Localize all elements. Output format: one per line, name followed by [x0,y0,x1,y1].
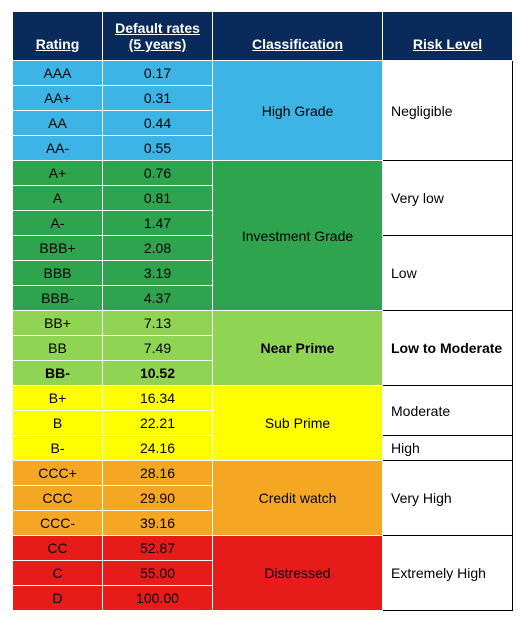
col-header-1: Default rates (5 years) [103,12,213,61]
rate-cell: 0.17 [103,61,213,86]
col-header-0: Rating [13,12,103,61]
rate-cell: 0.31 [103,86,213,111]
classification-cell: Distressed [213,536,383,611]
rate-cell: 24.16 [103,436,213,461]
table-row: A+0.76Investment GradeVery low [13,161,513,186]
rating-cell: CC [13,536,103,561]
rate-cell: 22.21 [103,411,213,436]
ratings-table: RatingDefault rates (5 years)Classificat… [12,12,513,611]
classification-cell: Investment Grade [213,161,383,311]
rating-cell: A+ [13,161,103,186]
rating-cell: AA [13,111,103,136]
rate-cell: 0.81 [103,186,213,211]
table-row: B+16.34Sub PrimeModerate [13,386,513,411]
classification-cell: High Grade [213,61,383,161]
rate-cell: 3.19 [103,261,213,286]
classification-cell: Sub Prime [213,386,383,461]
rating-cell: BB+ [13,311,103,336]
risk-cell: Low to Moderate [383,311,513,386]
rate-cell: 52.87 [103,536,213,561]
rating-cell: BB- [13,361,103,386]
rating-cell: B- [13,436,103,461]
rating-cell: A [13,186,103,211]
rating-cell: BBB- [13,286,103,311]
rate-cell: 10.52 [103,361,213,386]
table-body: AAA0.17High GradeNegligibleAA+0.31AA0.44… [13,61,513,611]
rating-cell: CCC- [13,511,103,536]
risk-cell: Moderate [383,386,513,436]
risk-cell: Negligible [383,61,513,161]
rate-cell: 55.00 [103,561,213,586]
table-row: CCC+28.16Credit watchVery High [13,461,513,486]
rate-cell: 4.37 [103,286,213,311]
rating-cell: A- [13,211,103,236]
risk-cell: Very High [383,461,513,536]
rate-cell: 7.49 [103,336,213,361]
risk-cell: Low [383,236,513,311]
table-header: RatingDefault rates (5 years)Classificat… [13,12,513,61]
rating-cell: AAA [13,61,103,86]
classification-cell: Near Prime [213,311,383,386]
rating-cell: AA- [13,136,103,161]
rating-cell: D [13,586,103,611]
rate-cell: 7.13 [103,311,213,336]
rate-cell: 29.90 [103,486,213,511]
rating-cell: BBB [13,261,103,286]
rate-cell: 0.55 [103,136,213,161]
rating-cell: B+ [13,386,103,411]
rating-cell: AA+ [13,86,103,111]
col-header-2: Classification [213,12,383,61]
rate-cell: 0.44 [103,111,213,136]
rate-cell: 28.16 [103,461,213,486]
table-row: AAA0.17High GradeNegligible [13,61,513,86]
rating-cell: BBB+ [13,236,103,261]
rating-cell: B [13,411,103,436]
risk-cell: Very low [383,161,513,236]
rate-cell: 2.08 [103,236,213,261]
rating-cell: CCC [13,486,103,511]
rate-cell: 1.47 [103,211,213,236]
rating-cell: BB [13,336,103,361]
rating-cell: C [13,561,103,586]
rating-cell: CCC+ [13,461,103,486]
table-row: BB+7.13Near PrimeLow to Moderate [13,311,513,336]
rate-cell: 0.76 [103,161,213,186]
table-row: CC52.87DistressedExtremely High [13,536,513,561]
classification-cell: Credit watch [213,461,383,536]
risk-cell: High [383,436,513,461]
rate-cell: 100.00 [103,586,213,611]
col-header-3: Risk Level [383,12,513,61]
risk-cell: Extremely High [383,536,513,611]
rate-cell: 16.34 [103,386,213,411]
rate-cell: 39.16 [103,511,213,536]
